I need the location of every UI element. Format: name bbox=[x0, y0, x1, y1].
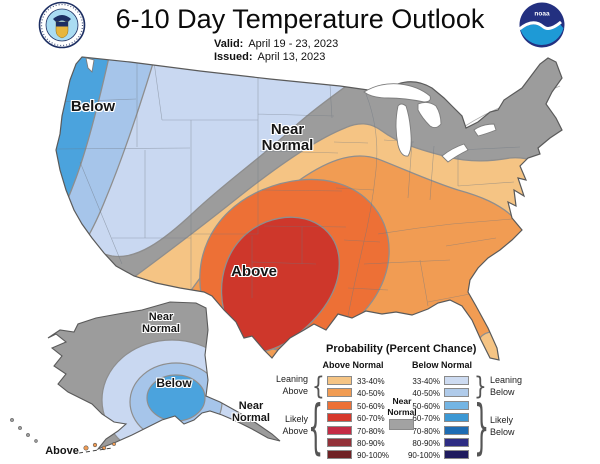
likely-below-line2: Below bbox=[490, 426, 515, 437]
lake-huron bbox=[417, 101, 442, 129]
alaska-probability-bands bbox=[101, 339, 243, 449]
legend-swatch-above-80-90 bbox=[327, 438, 352, 447]
brace-leaning-below: } bbox=[474, 370, 487, 401]
likely-above-label: Likely Above bbox=[256, 414, 308, 437]
legend-title: Probability (Percent Chance) bbox=[326, 343, 477, 355]
ak-near-panhandle-line2: Normal bbox=[232, 411, 270, 424]
alaska-near-normal-north-label: Near Normal bbox=[121, 311, 201, 335]
noaa-logo: noaa bbox=[518, 2, 565, 48]
leaning-below-line1: Leaning bbox=[490, 375, 523, 385]
valid-value: April 19 - 23, 2023 bbox=[248, 38, 339, 50]
legend-swatch-above-40-50 bbox=[327, 388, 352, 397]
aleutian-islands bbox=[10, 418, 116, 451]
legend-label-above-50-60: 50-60% bbox=[357, 402, 385, 411]
puget-sound bbox=[85, 57, 95, 73]
legend-near-line2: Normal bbox=[387, 406, 417, 417]
legend-below-header: Below Normal bbox=[411, 360, 472, 370]
legend-label-below-70-80: 70-80% bbox=[412, 427, 440, 436]
likely-below-label: Likely Below bbox=[490, 415, 515, 438]
lake-ontario bbox=[473, 123, 497, 137]
conus-below-label: Below bbox=[70, 98, 116, 115]
valid-label: Valid: bbox=[214, 38, 244, 50]
doc-seal bbox=[38, 1, 86, 49]
legend-swatch-below-33-40 bbox=[444, 376, 469, 385]
noaa-lower-hemisphere bbox=[520, 24, 564, 45]
aleutians-above-label: Above bbox=[45, 445, 79, 457]
issued-date-line: Issued: April 13, 2023 bbox=[214, 51, 325, 63]
leaning-below-line2: Below bbox=[490, 386, 515, 397]
brace-likely-above: { bbox=[308, 393, 324, 462]
valid-date-line: Valid: April 19 - 23, 2023 bbox=[214, 38, 338, 50]
legend-label-above-60-70: 60-70% bbox=[357, 414, 385, 423]
aleutians-above-leader-line bbox=[78, 447, 113, 454]
legend-label-above-80-90: 80-90% bbox=[357, 439, 385, 448]
legend-swatch-above-50-60 bbox=[327, 401, 352, 410]
legend-swatch-below-80-90 bbox=[444, 438, 469, 447]
legend-label-below-40-50: 40-50% bbox=[412, 389, 440, 398]
legend-swatch-above-90-100 bbox=[327, 450, 352, 459]
legend-swatch-below-50-60 bbox=[444, 401, 469, 410]
likely-below-line1: Likely bbox=[490, 415, 514, 425]
likely-above-line2: Above bbox=[282, 425, 308, 436]
ak-near-north-line1: Near bbox=[148, 311, 174, 323]
legend-swatch-near-normal bbox=[389, 419, 414, 430]
legend-label-above-33-40: 33-40% bbox=[357, 377, 385, 386]
legend-above-header: Above Normal bbox=[322, 360, 384, 370]
page-title: 6-10 Day Temperature Outlook bbox=[115, 4, 485, 34]
issued-value: April 13, 2023 bbox=[257, 50, 326, 63]
lake-superior bbox=[363, 83, 431, 103]
ak-near-panhandle-line1: Near bbox=[238, 400, 264, 412]
legend-swatch-above-60-70 bbox=[327, 413, 352, 422]
leaning-above-line1: Leaning bbox=[275, 374, 308, 384]
legend-label-below-80-90: 80-90% bbox=[412, 439, 440, 448]
lake-erie bbox=[441, 143, 469, 163]
lake-michigan bbox=[395, 103, 412, 157]
legend-swatch-above-70-80 bbox=[327, 426, 352, 435]
doc-eagle-icon bbox=[53, 15, 71, 23]
legend-label-below-33-40: 33-40% bbox=[412, 377, 440, 386]
likely-above-line1: Likely bbox=[284, 414, 308, 424]
issued-label: Issued: bbox=[214, 50, 253, 63]
legend-label-above-90-100: 90-100% bbox=[357, 451, 390, 460]
legend-label-above-70-80: 70-80% bbox=[357, 427, 385, 436]
legend-swatch-above-33-40 bbox=[327, 376, 352, 385]
conus-near-line2: Normal bbox=[261, 136, 314, 154]
legend-near-normal-label: Near Normal bbox=[377, 396, 427, 417]
legend-swatch-below-40-50 bbox=[444, 388, 469, 397]
noaa-wordmark: noaa bbox=[534, 11, 550, 18]
leaning-above-line2: Above bbox=[282, 385, 308, 396]
alaska-below-label: Below bbox=[156, 376, 192, 390]
alaska-near-normal-panhandle-label: Near Normal bbox=[211, 400, 291, 424]
brace-likely-below: } bbox=[474, 393, 490, 462]
legend-label-below-90-100: 90-100% bbox=[407, 451, 440, 460]
ak-near-north-line2: Normal bbox=[142, 322, 180, 335]
legend-label-below-60-70: 60-70% bbox=[412, 414, 440, 423]
legend-swatch-below-90-100 bbox=[444, 450, 469, 459]
legend-swatch-below-60-70 bbox=[444, 413, 469, 422]
conus-near-line1: Near bbox=[270, 121, 305, 138]
legend-label-below-50-60: 50-60% bbox=[412, 402, 440, 411]
state-borders bbox=[56, 58, 521, 317]
legend-label-above-40-50: 40-50% bbox=[357, 389, 385, 398]
legend-swatch-below-70-80 bbox=[444, 426, 469, 435]
noaa-seagull-icon bbox=[518, 20, 562, 31]
leaning-above-label: Leaning Above bbox=[256, 374, 308, 397]
conus-above-label: Above bbox=[231, 263, 277, 280]
legend-near-line1: Near bbox=[392, 396, 412, 406]
brace-leaning-above: { bbox=[312, 370, 325, 401]
great-lakes bbox=[85, 57, 497, 163]
leaning-below-label: Leaning Below bbox=[490, 375, 522, 398]
conus-near-normal-label: Near Normal bbox=[240, 122, 335, 154]
